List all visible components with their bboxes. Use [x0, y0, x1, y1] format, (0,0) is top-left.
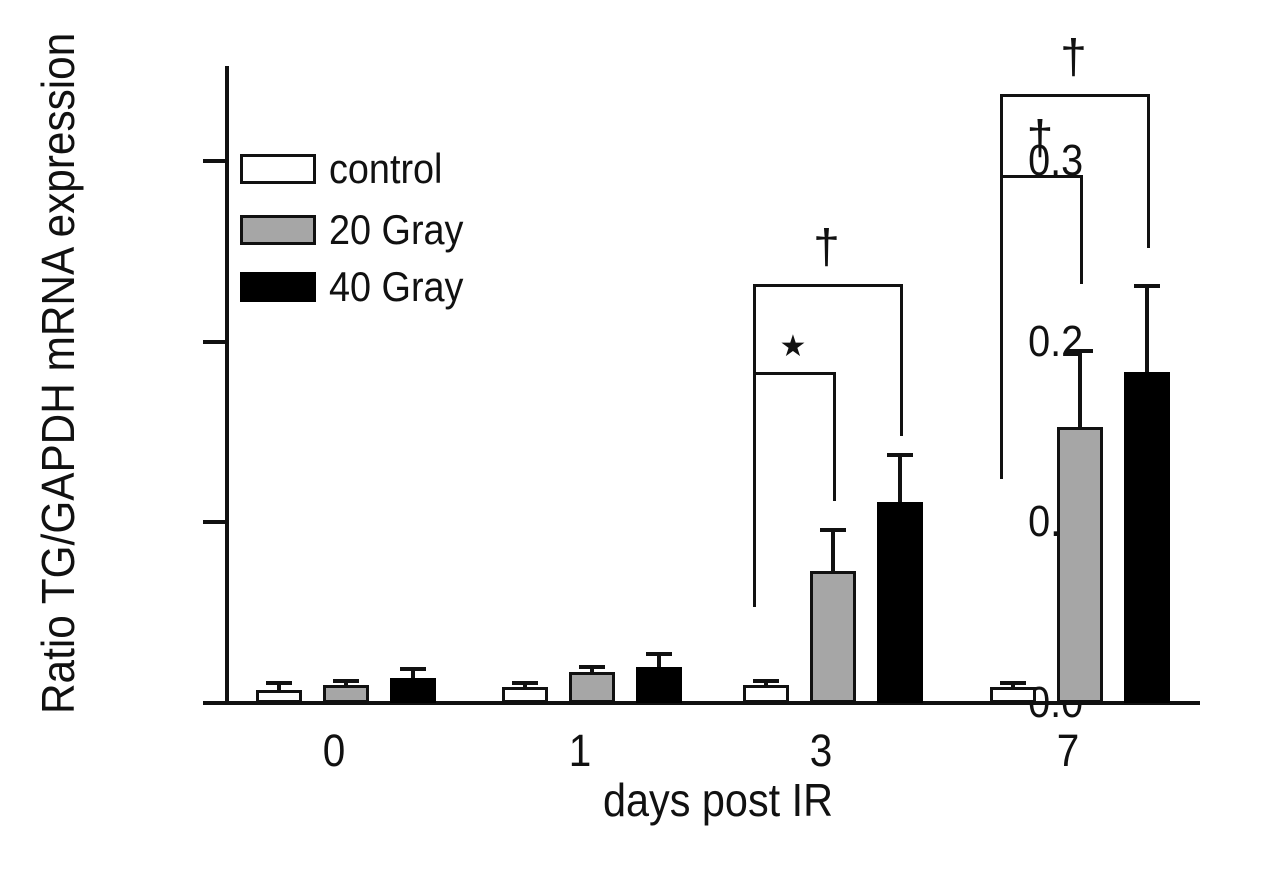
y-axis-tick	[203, 339, 225, 344]
bar-40-gray-day1	[636, 666, 682, 703]
bar-20-gray-day1	[569, 672, 615, 703]
x-axis-title: days post IR	[602, 774, 834, 826]
bar-20-gray-day7	[1057, 426, 1103, 703]
error-bar-line-40-gray-day1	[657, 654, 661, 669]
error-bar-line-20-gray-day0	[344, 681, 348, 687]
bar-20-gray-day0	[323, 684, 369, 703]
x-axis-category-label-0: 0	[322, 725, 346, 776]
y-axis-tick-label: 0.3	[1027, 135, 1083, 185]
sig-bracket-right-leg-3	[1147, 94, 1150, 248]
bar-40-gray-day0	[390, 677, 436, 703]
sig-bracket-right-leg-0	[833, 372, 836, 501]
error-bar-line-control-day3	[764, 681, 768, 687]
error-bar-cap-control-day0	[266, 681, 292, 686]
error-bar-line-control-day1	[523, 683, 527, 689]
y-axis-tick	[203, 158, 225, 163]
error-bar-line-control-day7	[1011, 683, 1015, 689]
sig-bracket-right-leg-2	[1080, 175, 1083, 284]
y-axis-title: Ratio TG/GAPDH mRNA expression	[32, 32, 84, 715]
error-bar-cap-40-gray-day7	[1134, 283, 1160, 288]
error-bar-cap-40-gray-day3	[887, 453, 913, 458]
legend-swatch-20-gray	[240, 215, 316, 245]
sig-bracket-horizontal-0	[753, 372, 836, 376]
error-bar-line-20-gray-day7	[1078, 350, 1082, 429]
error-bar-cap-40-gray-day0	[400, 666, 426, 671]
error-bar-cap-control-day3	[753, 679, 779, 684]
legend-swatch-40-gray	[240, 272, 316, 302]
sig-bracket-left-leg-3	[1000, 94, 1003, 479]
sig-dagger-symbol-3: †	[1060, 31, 1087, 85]
legend-label-control: control	[329, 145, 443, 192]
bar-20-gray-day3	[810, 571, 856, 703]
error-bar-cap-control-day1	[512, 681, 538, 686]
sig-dagger-symbol-2: †	[1026, 112, 1054, 166]
legend-item-40-gray: 40 Gray	[240, 266, 478, 308]
legend-swatch-control	[240, 154, 316, 184]
legend-item-20-gray: 20 Gray	[240, 209, 478, 251]
error-bar-line-control-day0	[277, 683, 281, 693]
error-bar-cap-20-gray-day1	[579, 664, 605, 669]
sig-bracket-right-leg-1	[900, 283, 903, 436]
error-bar-cap-40-gray-day1	[646, 652, 672, 657]
bar-control-day1	[502, 686, 548, 703]
legend-label-40-gray: 40 Gray	[329, 263, 464, 310]
sig-bracket-left-leg-1	[753, 283, 756, 608]
bar-control-day0	[256, 690, 302, 703]
sig-bracket-horizontal-1	[753, 283, 903, 287]
x-axis-line	[225, 701, 1200, 705]
y-axis-line	[225, 66, 229, 705]
sig-bracket-horizontal-3	[1000, 94, 1150, 98]
error-bar-line-40-gray-day0	[411, 668, 415, 680]
bar-40-gray-day7	[1124, 372, 1170, 703]
bar-40-gray-day3	[877, 502, 923, 703]
error-bar-line-40-gray-day7	[1145, 285, 1149, 375]
y-axis-tick	[203, 701, 225, 705]
legend-item-control: control	[240, 148, 455, 190]
error-bar-cap-control-day7	[1000, 681, 1026, 686]
error-bar-cap-20-gray-day7	[1067, 348, 1093, 353]
sig-star-symbol-0: ★	[779, 330, 807, 364]
y-axis-tick	[203, 520, 225, 525]
sig-bracket-horizontal-2	[1000, 175, 1083, 179]
error-bar-line-40-gray-day3	[898, 455, 902, 505]
x-axis-category-label-7: 7	[1056, 725, 1080, 776]
error-bar-line-20-gray-day3	[831, 529, 835, 574]
y-axis-tick-label: 0.2	[1027, 316, 1083, 366]
sig-dagger-symbol-1: †	[813, 220, 840, 274]
legend-label-20-gray: 20 Gray	[329, 206, 464, 253]
x-axis-category-label-1: 1	[568, 725, 592, 776]
error-bar-line-20-gray-day1	[590, 666, 594, 675]
error-bar-cap-20-gray-day3	[820, 527, 846, 532]
bar-control-day3	[743, 684, 789, 703]
bar-control-day7	[990, 686, 1036, 703]
error-bar-cap-20-gray-day0	[333, 679, 359, 684]
x-axis-category-label-3: 3	[809, 725, 833, 776]
